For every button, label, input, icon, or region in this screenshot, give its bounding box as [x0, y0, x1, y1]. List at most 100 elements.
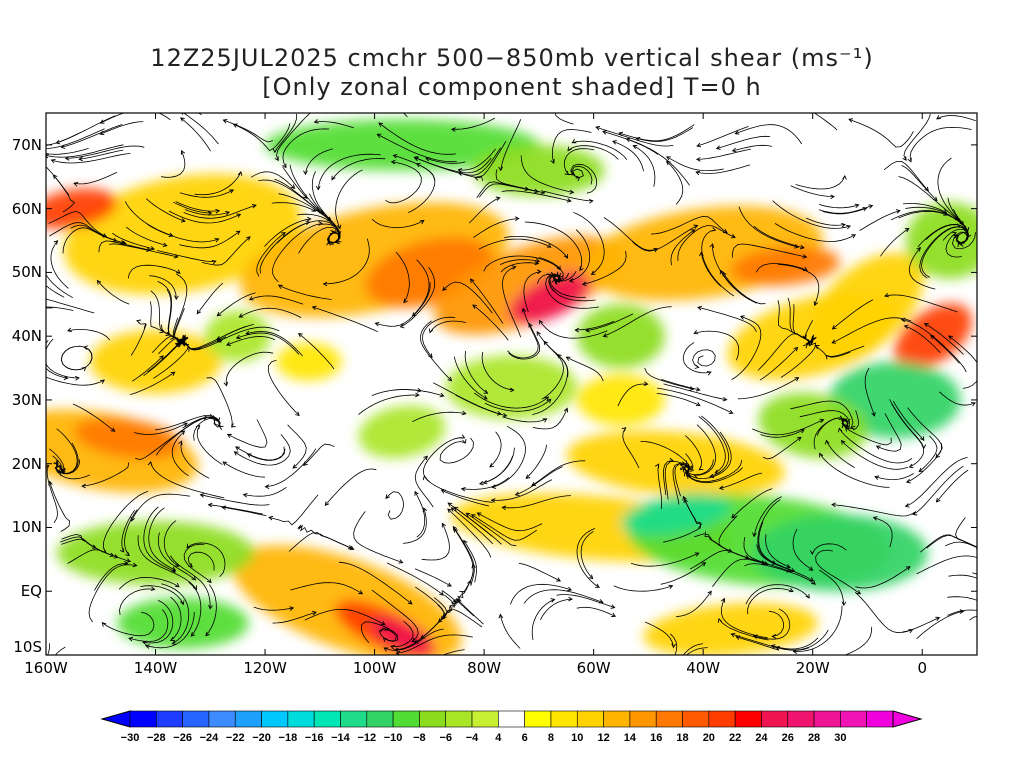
streamline-arrow — [226, 433, 232, 439]
streamline-arrow — [908, 628, 914, 634]
streamline-arrow — [462, 439, 467, 444]
streamline-arrow — [771, 634, 777, 639]
streamline-arrow — [654, 463, 660, 469]
streamline-arrow — [180, 117, 185, 122]
streamline — [536, 331, 564, 400]
streamline-arrow — [935, 453, 940, 459]
streamline-arrow — [568, 278, 574, 283]
streamline-arrow — [690, 229, 696, 234]
streamline-arrow — [132, 562, 138, 568]
streamline — [243, 486, 287, 497]
lon-label: 100W — [352, 659, 397, 677]
streamline — [402, 507, 427, 544]
streamline — [143, 599, 174, 644]
streamline-arrow — [215, 417, 221, 423]
streamline-arrow — [150, 246, 156, 251]
streamline — [682, 453, 694, 474]
streamline — [148, 507, 176, 571]
streamline-arrow — [694, 364, 700, 369]
streamline — [223, 119, 274, 143]
streamline-arrow — [277, 284, 283, 289]
streamline — [666, 160, 684, 205]
streamline — [832, 504, 916, 517]
streamline — [532, 408, 568, 430]
streamline-arrow — [470, 278, 475, 284]
streamline-arrow — [471, 563, 476, 569]
streamline — [661, 378, 700, 391]
streamline-arrow — [208, 413, 214, 419]
streamline-arrow — [799, 429, 805, 434]
streamline-arrow — [113, 554, 119, 559]
streamline-arrow — [770, 644, 776, 649]
streamline — [206, 377, 233, 428]
shear-patch — [905, 202, 977, 279]
colorbar-swatch — [498, 710, 525, 728]
streamline — [423, 475, 493, 503]
streamline — [414, 491, 426, 538]
colorbar-swatch — [471, 710, 499, 728]
streamline — [508, 323, 541, 360]
streamline-arrow — [525, 474, 531, 480]
streamline-arrow — [311, 305, 317, 311]
colorbar-swatch — [734, 710, 762, 728]
streamline — [696, 126, 749, 147]
streamline — [520, 155, 574, 193]
streamline — [677, 225, 736, 261]
streamline — [908, 247, 936, 290]
streamline — [180, 338, 201, 350]
streamline-arrow — [218, 425, 224, 430]
colorbar-swatch — [603, 710, 631, 728]
streamline-arrow — [385, 494, 390, 500]
streamline-arrow — [546, 243, 552, 248]
streamline — [112, 232, 155, 250]
streamline — [697, 306, 757, 333]
streamline-arrow — [315, 185, 321, 191]
streamline-arrow — [490, 498, 496, 503]
streamline-arrow — [871, 411, 876, 417]
lat-label: 40N — [11, 327, 42, 346]
streamline — [150, 461, 225, 499]
streamline — [924, 323, 964, 355]
streamline-arrow — [336, 224, 342, 230]
streamline-arrow — [790, 568, 796, 573]
colorbar-swatch — [524, 710, 552, 728]
streamline-arrow — [498, 166, 503, 172]
streamline — [186, 542, 226, 578]
colorbar-label: 20 — [702, 732, 715, 744]
streamline — [795, 175, 846, 190]
streamline-arrow — [495, 196, 501, 201]
streamline-arrow — [233, 451, 239, 456]
streamline-arrow — [119, 547, 125, 553]
streamline — [818, 205, 873, 214]
streamline-arrow — [180, 149, 186, 155]
streamline — [475, 140, 507, 178]
streamline-arrow — [171, 568, 177, 573]
streamline-arrow — [957, 242, 962, 248]
streamline-arrow — [21, 703, 25, 707]
streamline — [753, 608, 791, 640]
streamline — [196, 425, 223, 465]
streamline — [947, 596, 977, 601]
streamline-arrow — [162, 242, 168, 248]
streamline-arrow — [482, 395, 488, 400]
streamline — [461, 477, 510, 490]
streamline — [595, 126, 674, 147]
streamline-arrow — [102, 233, 108, 238]
streamline — [249, 295, 304, 305]
streamline-arrow — [53, 240, 59, 245]
streamline-arrow — [625, 137, 631, 143]
streamline-arrow — [536, 330, 541, 336]
axis-ticks — [45, 113, 977, 656]
streamline-arrow — [264, 484, 270, 489]
streamline — [236, 332, 300, 355]
streamline-arrow — [723, 228, 728, 234]
streamline-arrow — [905, 566, 911, 571]
streamline-arrow — [7, 140, 11, 144]
streamline — [495, 169, 545, 194]
streamline — [916, 610, 964, 640]
streamline-arrow — [695, 402, 701, 407]
shear-patch — [358, 405, 446, 459]
streamline-arrow — [966, 233, 972, 238]
streamline-arrow — [96, 279, 102, 285]
shear-patch — [473, 144, 605, 196]
